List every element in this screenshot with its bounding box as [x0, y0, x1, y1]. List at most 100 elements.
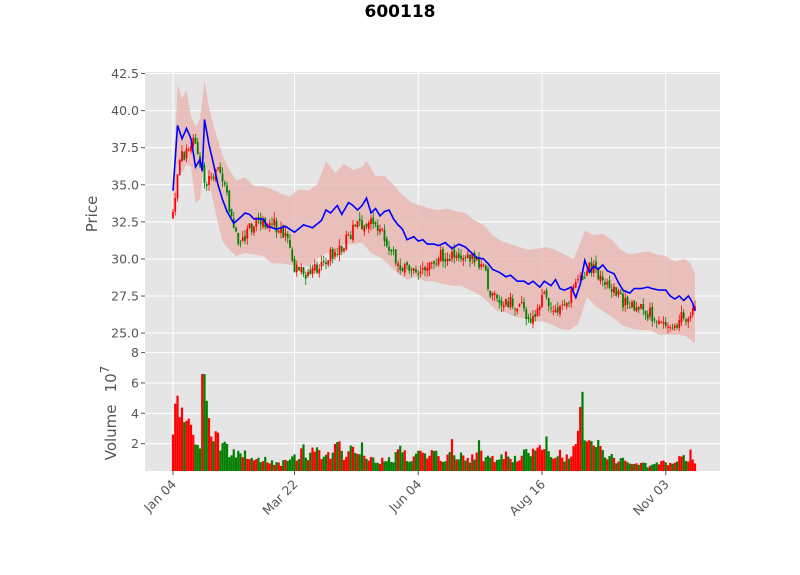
candle-body: [691, 308, 694, 315]
volume-bar: [493, 462, 496, 471]
candle-body: [534, 314, 537, 317]
volume-bar: [426, 458, 429, 471]
candle-body: [327, 260, 330, 265]
volume-bar: [320, 459, 323, 471]
volume-bar: [563, 461, 566, 471]
volume-bar: [360, 442, 364, 471]
candle-body: [311, 268, 314, 275]
volume-bar: [268, 463, 271, 471]
volume-bar: [525, 448, 528, 471]
candle-body: [572, 286, 575, 290]
volume-bar: [387, 457, 391, 471]
volume-bar: [468, 462, 472, 471]
volume-bar: [639, 462, 643, 471]
candle-body: [635, 307, 638, 311]
price-tick-label: 27.5: [111, 289, 139, 304]
volume-bar: [399, 445, 402, 471]
candle-body: [662, 322, 665, 324]
volume-bar: [516, 461, 519, 471]
candle-body: [318, 268, 321, 274]
volume-bar: [592, 445, 595, 471]
candle-body: [302, 267, 305, 275]
candle-body: [300, 267, 303, 273]
candle-body: [455, 255, 458, 258]
candle-body: [415, 269, 417, 273]
volume-bar: [252, 460, 256, 471]
volume-y-ticks: 2 4 6 8: [131, 345, 145, 451]
candle-body: [487, 268, 489, 290]
volume-bar: [581, 391, 584, 471]
candle-body: [502, 305, 505, 308]
candle-body: [174, 197, 177, 212]
volume-bar: [367, 460, 370, 471]
candle-body: [282, 224, 285, 238]
candle-body: [448, 258, 451, 261]
candle-body: [592, 264, 595, 273]
volume-bar: [207, 418, 211, 471]
candle-body: [187, 149, 190, 151]
candle-body: [230, 209, 233, 217]
volume-bar: [648, 465, 652, 471]
candle-body: [613, 286, 615, 293]
volume-bar: [473, 459, 476, 471]
volume-bar: [689, 449, 692, 471]
volume-bar: [435, 450, 438, 471]
candle-body: [241, 237, 244, 241]
volume-bar: [295, 460, 298, 471]
volume-bar: [277, 462, 280, 471]
volume-bar: [637, 464, 640, 471]
candle-body: [385, 238, 388, 247]
volume-bar: [653, 464, 656, 471]
candle-body: [507, 301, 510, 308]
volume-bar: [459, 452, 463, 471]
candle-body: [205, 184, 208, 187]
candle-body: [237, 232, 240, 244]
volume-scale-exponent: 7: [98, 366, 112, 374]
candle-body: [541, 295, 543, 307]
volume-bar: [680, 456, 683, 471]
candle-body: [374, 222, 377, 225]
candle-body: [439, 250, 442, 261]
candle-body: [599, 275, 602, 282]
volume-bar: [567, 458, 571, 471]
volume-bar: [610, 454, 613, 471]
volume-bar: [203, 374, 206, 471]
candle-body: [509, 296, 512, 308]
volume-bar: [588, 440, 591, 471]
volume-bar: [455, 459, 458, 471]
volume-bar: [356, 453, 359, 471]
volume-bar: [673, 462, 676, 471]
volume-bar: [189, 424, 193, 471]
price-axis-label: Price: [83, 196, 101, 233]
candle-body: [433, 261, 435, 264]
candle-body: [388, 246, 390, 251]
volume-bar: [306, 460, 310, 471]
candle-body: [532, 315, 534, 324]
volume-bar: [201, 374, 204, 471]
candle-body: [352, 224, 354, 241]
volume-bar: [486, 455, 490, 471]
candle-body: [358, 218, 361, 221]
volume-bar: [340, 450, 343, 471]
candle-body: [401, 268, 404, 271]
volume-bar: [606, 459, 609, 471]
volume-bar: [248, 459, 251, 471]
volume-bar: [671, 463, 674, 471]
candle-body: [554, 309, 557, 313]
volume-axis-label: Volume 107: [98, 366, 120, 461]
volume-bar: [423, 453, 427, 471]
candle-body: [271, 223, 273, 225]
volume-bar: [651, 464, 654, 471]
volume-tick-label: 6: [131, 375, 139, 390]
candle-body: [516, 308, 519, 312]
volume-bar: [223, 441, 226, 471]
candle-body: [257, 217, 260, 219]
candle-body: [354, 224, 357, 227]
candle-body: [235, 227, 237, 232]
volume-tick-label: 8: [131, 345, 139, 360]
volume-bar: [273, 464, 276, 471]
candle-body: [437, 258, 440, 265]
volume-bar: [480, 450, 483, 471]
volume-bar: [214, 431, 217, 471]
